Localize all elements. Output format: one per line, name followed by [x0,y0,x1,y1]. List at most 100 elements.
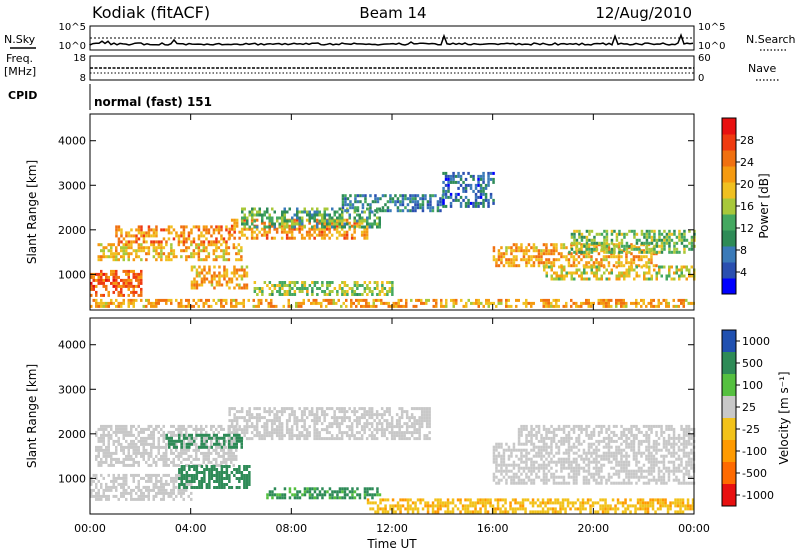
velocity-cell [130,445,133,449]
power-cell [293,281,297,284]
power-cell [250,230,254,234]
velocity-cell [492,460,496,464]
velocity-cell [285,407,289,411]
velocity-cell [378,422,381,426]
velocity-cell [496,507,500,511]
velocity-cell [295,437,299,441]
velocity-cell [654,498,657,502]
power-cell [585,301,588,305]
velocity-cell [530,460,533,464]
power-cell [683,235,686,239]
velocity-cell [238,477,241,480]
power-cell [384,194,387,198]
power-cell [489,192,493,196]
power-cell [635,246,638,250]
power-cell [380,298,383,302]
velocity-cell [193,468,196,471]
power-cell [680,268,683,272]
velocity-cell [137,485,140,489]
power-cell [215,274,219,278]
power-cell [220,234,223,238]
velocity-cell [210,474,214,477]
power-cell [346,207,349,211]
velocity-cell [97,445,100,449]
power-cell [366,207,369,211]
velocity-cell [575,451,578,455]
velocity-cell [223,442,226,446]
velocity-cell [132,448,135,452]
velocity-cell [388,422,391,426]
power-cell [90,275,93,279]
velocity-cell [175,479,178,483]
power-cell [655,241,659,245]
velocity-cell [288,407,291,411]
velocity-cell [375,410,379,414]
power-cell [217,298,220,302]
power-cell [590,241,594,245]
power-cell [477,301,480,305]
power-cell [273,287,277,290]
power-cell [618,232,621,236]
power-cell [429,194,432,198]
velocity-cell [527,475,531,479]
velocity-cell [167,457,170,461]
velocity-cell [162,460,165,464]
power-cell [313,236,316,240]
power-cell [364,200,367,204]
power-cell [652,304,655,308]
power-cell [90,287,93,291]
velocity-cell [220,424,223,428]
power-cell [399,203,402,207]
velocity-cell [545,478,548,482]
velocity-cell [145,479,148,483]
velocity-cell [122,427,125,431]
power-cell [690,265,693,269]
velocity-cell [195,433,198,437]
power-cell [565,304,568,308]
velocity-cell [160,488,163,492]
velocity-cell [351,496,354,500]
power-cell [578,247,581,251]
power-cell [351,290,354,293]
power-cell [411,194,415,198]
velocity-cell [165,454,168,458]
power-cell [401,194,405,198]
power-cell [157,246,161,250]
power-cell [401,197,405,201]
power-cell [507,264,511,268]
power-cell [660,247,664,251]
velocity-cell [636,498,640,502]
velocity-cell [646,501,650,505]
power-cell [500,252,503,256]
velocity-cell [346,493,349,497]
power-cell [525,252,528,256]
power-cell [537,258,541,262]
velocity-cell [586,501,590,505]
velocity-cell [233,468,236,471]
power-cell [240,233,244,237]
power-cell [550,261,553,265]
power-cell [333,225,336,229]
velocity-cell [390,437,394,441]
power-cell [587,243,591,247]
power-cell [378,290,382,293]
power-cell [328,213,331,217]
power-cell [582,301,585,305]
velocity-cell [574,501,577,505]
power-cell [95,272,98,276]
velocity-cell [293,496,297,500]
velocity-cell [210,439,213,443]
velocity-cell [213,433,216,437]
power-cell [580,232,584,236]
velocity-cell [522,454,526,458]
velocity-cell [240,407,244,411]
velocity-cell [549,501,552,505]
power-cell [600,261,603,265]
power-cell [140,287,143,291]
velocity-cell [582,469,586,473]
velocity-cell [413,437,416,441]
velocity-cell [537,454,541,458]
power-cell [663,229,666,233]
velocity-cell [393,437,396,441]
velocity-cell [97,439,100,443]
